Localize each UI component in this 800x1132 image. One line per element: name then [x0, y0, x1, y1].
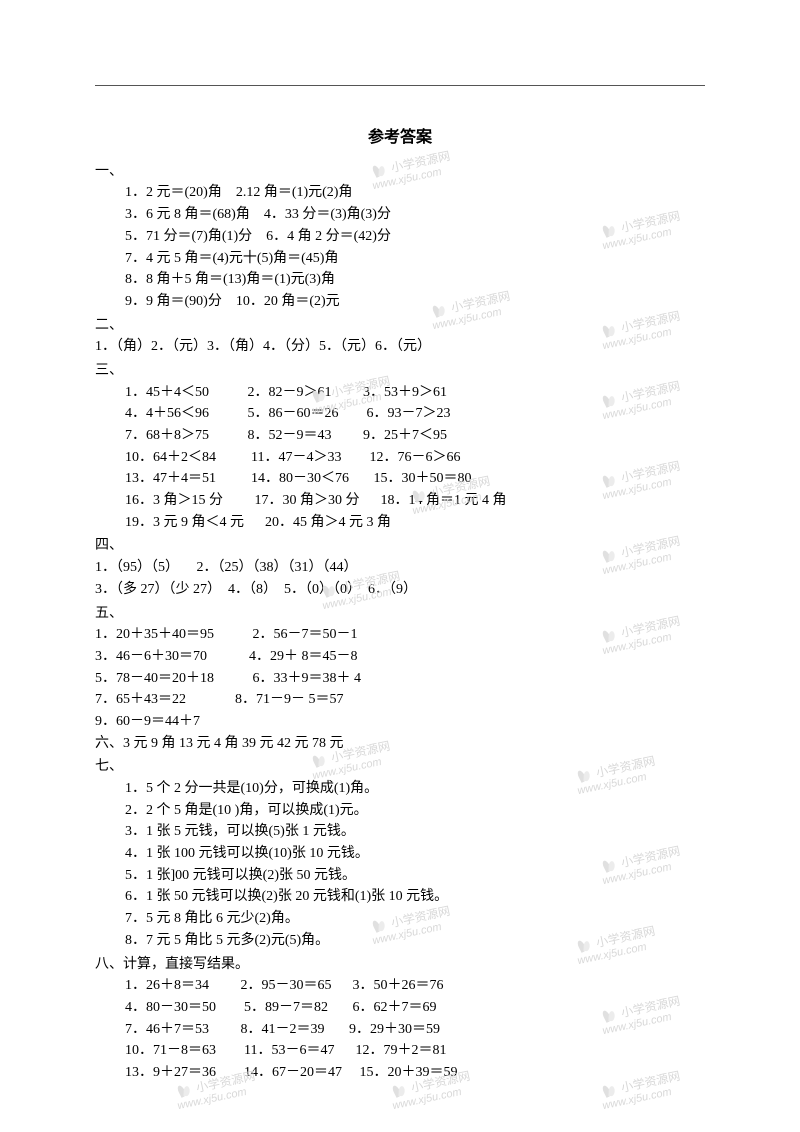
table-row: 13．9＋27＝36 14．67－20＝47 15．20＋39＝59: [125, 1062, 705, 1084]
table-row: 19．3 元 9 角＜4 元 20．45 角＞4 元 3 角: [125, 512, 705, 534]
table-row: 4．4＋56＜96 5．86－60＝26 6．93－7＞23: [125, 403, 705, 425]
line: 1．2 元＝(20)角 2.12 角＝(1)元(2)角: [125, 182, 705, 204]
table-row: 13．47＋4＝51 14．80－30＜76 15．30＋50＝80: [125, 468, 705, 490]
section-6: 六、3 元 9 角 13 元 4 角 39 元 42 元 78 元: [95, 733, 705, 755]
line: 5．1 张]00 元钱可以换(2)张 50 元钱。: [125, 865, 705, 887]
table-row: 7．65＋43＝22 8．71－9－ 5＝57: [95, 689, 705, 711]
line: 8．8 角＋5 角＝(13)角＝(1)元(3)角: [125, 269, 705, 291]
section-1-body: 1．2 元＝(20)角 2.12 角＝(1)元(2)角 3．6 元 8 角＝(6…: [95, 182, 705, 312]
line: 9．9 角＝(90)分 10．20 角＝(2)元: [125, 291, 705, 313]
line: 7．4 元 5 角＝(4)元十(5)角＝(45)角: [125, 248, 705, 270]
table-row: 4．80－30＝50 5．89－7＝82 6．62＋7＝69: [125, 997, 705, 1019]
section-7-body: 1．5 个 2 分一共是(10)分，可换成(1)角。 2．2 个 5 角是(10…: [95, 778, 705, 952]
line: 1．5 个 2 分一共是(10)分，可换成(1)角。: [125, 778, 705, 800]
table-row: 1．45＋4＜50 2．82－9＞61 3．53＋9＞61: [125, 382, 705, 404]
section-8-body: 1．26＋8＝34 2．95－30＝65 3．50＋26＝764．80－30＝5…: [95, 975, 705, 1083]
line: 4．1 张 100 元钱可以换(10)张 10 元钱。: [125, 843, 705, 865]
table-row: 10．64＋2＜84 11．47－4＞33 12．76－6＞66: [125, 447, 705, 469]
table-row: 5．78－40＝20＋18 6．33＋9＝38＋ 4: [95, 668, 705, 690]
section-8-head: 八、计算，直接写结果。: [95, 954, 705, 976]
section-5-head: 五、: [95, 603, 705, 625]
line: 3．1 张 5 元钱，可以换(5)张 1 元钱。: [125, 821, 705, 843]
line: 2．2 个 5 角是(10 )角，可以换成(1)元。: [125, 800, 705, 822]
line: 1．（95）（5） 2．（25）（38）（31）（44）: [95, 557, 705, 579]
section-2-head: 二、: [95, 315, 705, 337]
table-row: 9．60－9＝44＋7: [95, 711, 705, 733]
section-3-head: 三、: [95, 360, 705, 382]
line: 6．1 张 50 元钱可以换(2)张 20 元钱和(1)张 10 元钱。: [125, 886, 705, 908]
top-rule: [95, 85, 705, 86]
table-row: 7．46＋7＝53 8．41－2＝39 9．29＋30＝59: [125, 1019, 705, 1041]
section-4-head: 四、: [95, 535, 705, 557]
line: 3．（多 27）（少 27） 4．（8） 5．（0）（0） 6．（9）: [95, 579, 705, 601]
table-row: 3．46－6＋30＝70 4．29＋ 8＝45－8: [95, 646, 705, 668]
section-6-body: 3 元 9 角 13 元 4 角 39 元 42 元 78 元: [123, 736, 344, 751]
line: 3．6 元 8 角＝(68)角 4．33 分＝(3)角(3)分: [125, 204, 705, 226]
page-title: 参考答案: [95, 126, 705, 151]
line: 7．5 元 8 角比 6 元少(2)角。: [125, 908, 705, 930]
line: 5．71 分＝(7)角(1)分 6．4 角 2 分＝(42)分: [125, 226, 705, 248]
section-2-body: 1．（角）2．（元）3．（角）4．（分）5．（元）6．（元）: [95, 336, 705, 358]
table-row: 1．20＋35＋40＝95 2．56－7＝50－1: [95, 624, 705, 646]
table-row: 10．71－8＝63 11．53－6＝47 12．79＋2＝81: [125, 1040, 705, 1062]
table-row: 7．68＋8＞75 8．52－9＝43 9．25＋7＜95: [125, 425, 705, 447]
table-row: 16．3 角＞15 分 17．30 角＞30 分 18．14 角＝1 元 4 角: [125, 490, 705, 512]
section-5-body: 1．20＋35＋40＝95 2．56－7＝50－13．46－6＋30＝70 4．…: [95, 624, 705, 732]
document-page: 参考答案 一、 1．2 元＝(20)角 2.12 角＝(1)元(2)角 3．6 …: [0, 0, 800, 1124]
section-7-head: 七、: [95, 756, 705, 778]
section-3-body: 1．45＋4＜50 2．82－9＞61 3．53＋9＞614．4＋56＜96 5…: [95, 382, 705, 534]
table-row: 1．26＋8＝34 2．95－30＝65 3．50＋26＝76: [125, 975, 705, 997]
section-1-head: 一、: [95, 161, 705, 183]
line: 8．7 元 5 角比 5 元多(2)元(5)角。: [125, 930, 705, 952]
section-6-head: 六、: [95, 736, 123, 751]
